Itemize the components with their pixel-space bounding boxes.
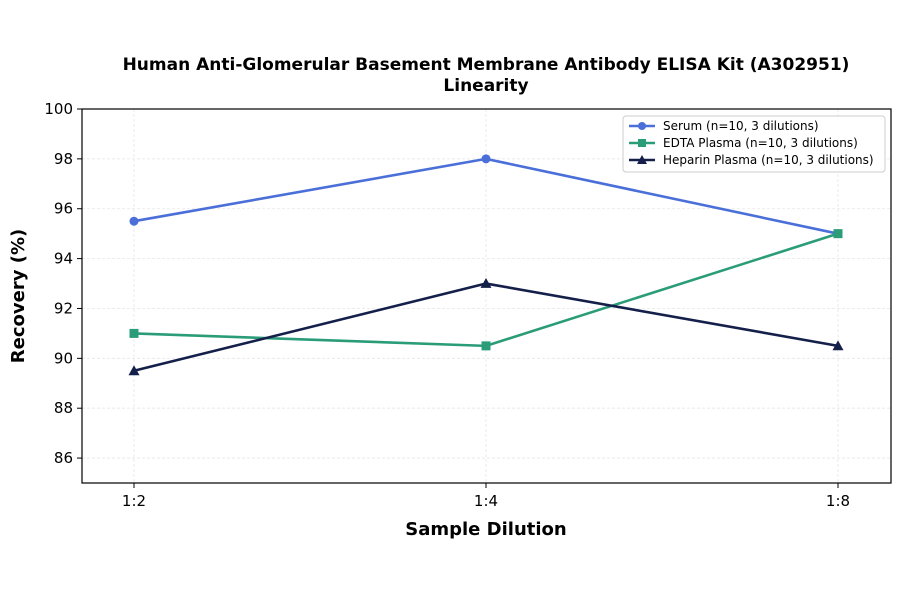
y-tick-label: 86 — [54, 449, 73, 467]
x-axis-label: Sample Dilution — [405, 519, 566, 540]
legend: Serum (n=10, 3 dilutions) EDTA Plasma (n=… — [622, 115, 886, 173]
data-point — [480, 278, 492, 288]
data-point — [129, 328, 139, 338]
chart-subtitle: Linearity — [443, 76, 528, 96]
legend-label: Serum (n=10, 3 dilutions) — [663, 119, 819, 133]
legend-box — [622, 115, 886, 173]
y-tick-label: 88 — [54, 399, 73, 417]
y-tick-label: 96 — [54, 200, 73, 218]
y-tick-label: 94 — [54, 250, 73, 268]
data-point — [481, 341, 491, 351]
series-3 — [128, 278, 844, 376]
y-axis-label: Recovery (%) — [8, 229, 29, 363]
y-tick-label: 92 — [54, 299, 73, 317]
legend-item: EDTA Plasma (n=10, 3 dilutions) — [629, 136, 858, 150]
series-group — [128, 154, 844, 376]
legend-item: Heparin Plasma (n=10, 3 dilutions) — [629, 153, 874, 167]
y-tick-label: 90 — [54, 349, 73, 367]
legend-label: EDTA Plasma (n=10, 3 dilutions) — [663, 136, 858, 150]
legend-item: Serum (n=10, 3 dilutions) — [629, 119, 819, 133]
data-point — [481, 154, 491, 164]
data-point — [833, 229, 843, 239]
legend-marker — [638, 122, 646, 130]
legend-marker — [638, 139, 646, 147]
data-point — [832, 340, 844, 351]
legend-label: Heparin Plasma (n=10, 3 dilutions) — [663, 153, 874, 167]
y-tick-label: 100 — [44, 100, 73, 118]
x-tick-label: 1:4 — [474, 492, 498, 510]
axis-ticks: 86 88 90 92 94 96 98 100 1:2 1:4 1:8 — [44, 100, 850, 510]
y-tick-label: 98 — [54, 150, 73, 168]
x-tick-label: 1:8 — [826, 492, 850, 510]
chart-title: Human Anti-Glomerular Basement Membrane … — [123, 55, 850, 75]
series-2 — [129, 229, 843, 351]
x-tick-label: 1:2 — [122, 492, 146, 510]
legend-marker — [637, 155, 647, 164]
data-point — [129, 216, 139, 226]
data-point — [128, 365, 140, 376]
